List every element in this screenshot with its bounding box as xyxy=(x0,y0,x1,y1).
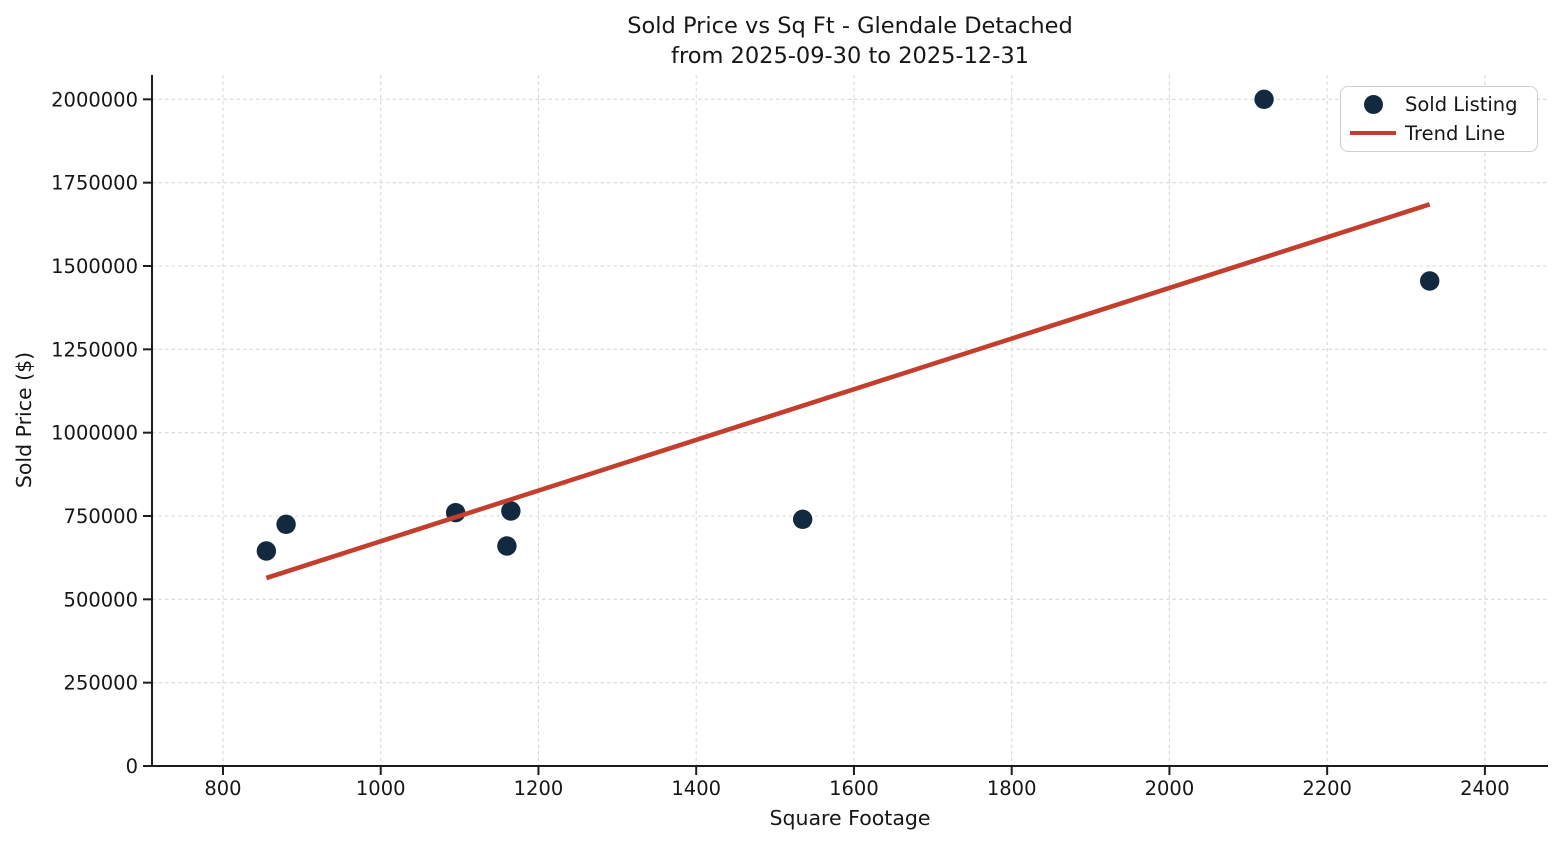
x-tick-label: 2200 xyxy=(1302,777,1352,800)
scatter-point xyxy=(501,501,521,521)
scatter-point xyxy=(1419,271,1440,291)
trend-line xyxy=(265,202,1431,581)
y-tick-label: 1000000 xyxy=(51,422,138,445)
x-tick-label: 2000 xyxy=(1145,777,1195,800)
scatter-point xyxy=(497,536,517,556)
scatter-point xyxy=(792,509,813,530)
y-tick-label: 500000 xyxy=(64,588,138,611)
x-tick-label: 1800 xyxy=(987,777,1037,800)
trend-line-icon xyxy=(1350,130,1396,136)
x-tick-label: 800 xyxy=(204,777,241,800)
scatter-point xyxy=(1254,89,1274,110)
y-tick-label: 1750000 xyxy=(51,172,138,195)
y-tick-label: 250000 xyxy=(64,672,138,695)
y-tick-label: 750000 xyxy=(64,505,138,528)
chart-title-line2: from 2025-09-30 to 2025-12-31 xyxy=(671,43,1029,69)
chart-title-line1: Sold Price vs Sq Ft - Glendale Detached xyxy=(627,13,1073,39)
sold-listing-dot-icon xyxy=(1363,95,1383,115)
y-tick-label: 2000000 xyxy=(51,88,138,111)
legend: Sold Listing Trend Line xyxy=(1340,86,1538,152)
x-tick-label: 1000 xyxy=(356,777,406,800)
y-tick-label: 1500000 xyxy=(51,255,138,278)
legend-label-trend-line: Trend Line xyxy=(1405,121,1506,145)
y-axis-label: Sold Price ($) xyxy=(12,351,36,489)
chart-title: Sold Price vs Sq Ft - Glendale Detached … xyxy=(152,11,1548,71)
x-axis-label: Square Footage xyxy=(769,806,931,830)
x-tick-label: 1200 xyxy=(514,777,564,800)
y-tick-label: 0 xyxy=(126,755,138,778)
x-tick-label: 1600 xyxy=(829,777,879,800)
x-tick-label: 1400 xyxy=(671,777,721,800)
legend-swatch xyxy=(1341,95,1405,115)
legend-label-sold-listing: Sold Listing xyxy=(1405,93,1518,117)
scatter-point xyxy=(276,514,296,535)
legend-item-sold-listing: Sold Listing xyxy=(1341,91,1537,118)
scatter-point xyxy=(256,541,277,561)
legend-swatch xyxy=(1341,130,1405,136)
x-tick-label: 2400 xyxy=(1460,777,1510,800)
y-tick-label: 1250000 xyxy=(51,338,138,361)
legend-item-trend-line: Trend Line xyxy=(1341,120,1537,147)
